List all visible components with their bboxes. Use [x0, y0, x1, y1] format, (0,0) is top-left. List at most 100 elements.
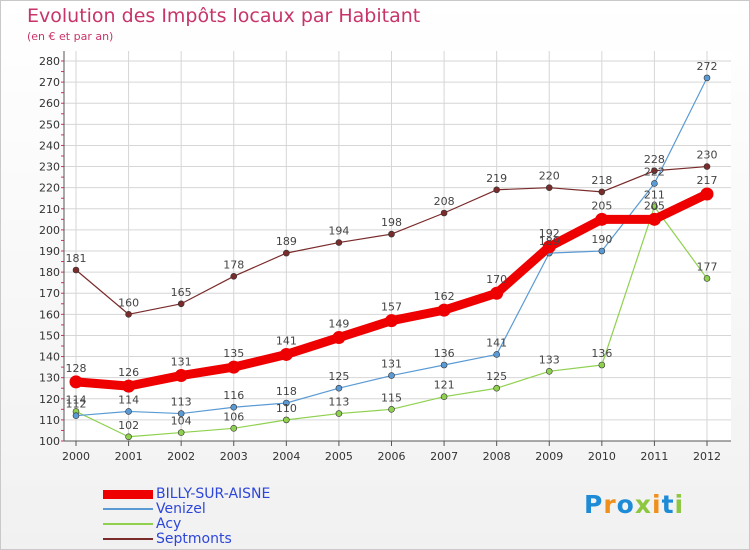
- x-tick-label: 2000: [62, 450, 90, 463]
- data-label-billy-sur-aisne: 217: [697, 174, 718, 187]
- data-label-acy: 106: [223, 410, 244, 423]
- y-tick-label: 270: [39, 76, 60, 89]
- data-point-septmonts: [230, 273, 238, 280]
- y-tick-label: 180: [39, 266, 60, 279]
- data-label-venizel: 112: [66, 398, 87, 411]
- data-label-septmonts: 178: [223, 258, 244, 271]
- data-point-billy-sur-aisne: [227, 360, 241, 374]
- x-tick-label: 2002: [167, 450, 195, 463]
- x-tick-label: 2010: [588, 450, 616, 463]
- data-label-acy: 136: [591, 347, 612, 360]
- data-label-billy-sur-aisne: 141: [276, 334, 297, 347]
- data-label-septmonts: 208: [434, 195, 455, 208]
- y-tick-label: 230: [39, 161, 60, 174]
- y-tick-label: 200: [39, 224, 60, 237]
- y-tick-label: 220: [39, 182, 60, 195]
- data-label-billy-sur-aisne: 170: [486, 273, 507, 286]
- x-tick-label: 2003: [220, 450, 248, 463]
- data-point-billy-sur-aisne: [542, 240, 556, 254]
- legend-label-septmonts: Septmonts: [156, 531, 232, 547]
- y-tick-label: 120: [39, 393, 60, 406]
- data-point-billy-sur-aisne: [490, 286, 504, 300]
- data-label-billy-sur-aisne: 162: [434, 290, 455, 303]
- y-tick-label: 170: [39, 287, 60, 300]
- x-tick-label: 2009: [535, 450, 563, 463]
- data-label-venizel: 131: [381, 358, 402, 371]
- data-point-billy-sur-aisne: [647, 212, 661, 226]
- logo-letter: i: [674, 490, 685, 519]
- x-tick-label: 2006: [378, 450, 406, 463]
- x-tick-label: 2001: [115, 450, 143, 463]
- data-point-acy: [230, 425, 238, 432]
- data-label-venizel: 114: [118, 393, 139, 406]
- data-point-septmonts: [283, 249, 290, 257]
- data-point-septmonts: [72, 266, 80, 274]
- data-label-venizel: 113: [171, 396, 192, 409]
- data-point-acy: [493, 384, 500, 392]
- data-point-venizel: [440, 361, 448, 369]
- y-tick-label: 110: [39, 414, 60, 427]
- data-label-septmonts: 194: [328, 225, 349, 238]
- legend-label-acy: Acy: [156, 516, 182, 532]
- data-point-acy: [598, 361, 606, 369]
- data-point-venizel: [230, 403, 238, 411]
- data-point-venizel: [651, 180, 658, 187]
- data-point-septmonts: [598, 188, 606, 196]
- data-point-septmonts: [335, 239, 343, 246]
- data-point-billy-sur-aisne: [595, 212, 609, 226]
- data-point-venizel: [703, 74, 711, 82]
- data-point-billy-sur-aisne: [385, 314, 398, 328]
- data-point-septmonts: [177, 300, 185, 308]
- data-label-billy-sur-aisne: 126: [118, 366, 139, 379]
- y-tick-label: 190: [39, 245, 60, 258]
- data-point-billy-sur-aisne: [174, 369, 188, 383]
- logo-letter: P: [584, 490, 604, 519]
- data-point-acy: [335, 410, 343, 417]
- data-point-acy: [388, 406, 395, 413]
- y-tick-label: 160: [39, 308, 60, 321]
- x-tick-label: 2011: [640, 450, 668, 463]
- data-point-acy: [125, 433, 132, 441]
- data-label-venizel: 125: [328, 370, 349, 383]
- data-point-venizel: [388, 372, 395, 379]
- legend-swatch-billy-sur-aisne: [103, 490, 153, 499]
- data-label-billy-sur-aisne: 157: [381, 301, 402, 314]
- data-point-venizel: [283, 399, 290, 407]
- data-label-septmonts: 189: [276, 235, 297, 248]
- data-point-septmonts: [440, 209, 448, 217]
- series-group: [69, 74, 714, 441]
- data-point-billy-sur-aisne: [69, 375, 83, 389]
- logo-letter: i: [652, 490, 662, 519]
- y-tick-label: 130: [39, 372, 60, 385]
- x-tick-label: 2008: [483, 450, 511, 463]
- logo-letter: r: [603, 490, 617, 519]
- proxiti-logo: Proxiti: [584, 490, 684, 519]
- data-label-acy: 115: [381, 391, 402, 404]
- y-tick-label: 260: [39, 97, 60, 110]
- data-label-septmonts: 165: [171, 286, 192, 299]
- data-point-billy-sur-aisne: [122, 379, 136, 393]
- data-point-venizel: [177, 410, 185, 417]
- data-label-acy: 125: [486, 370, 507, 383]
- data-label-acy: 110: [276, 402, 297, 415]
- data-point-billy-sur-aisne: [700, 187, 714, 201]
- data-point-venizel: [335, 384, 343, 392]
- legend-swatch-venizel: [103, 508, 153, 510]
- y-tick-label: 140: [39, 351, 60, 364]
- data-label-venizel: 190: [591, 233, 612, 246]
- data-point-billy-sur-aisne: [437, 303, 451, 317]
- logo-letter: t: [661, 490, 675, 519]
- data-label-billy-sur-aisne: 149: [328, 318, 349, 331]
- data-label-billy-sur-aisne: 205: [644, 199, 665, 212]
- data-label-acy: 102: [118, 419, 139, 432]
- data-point-venizel: [72, 412, 80, 419]
- axes: 100 110 120 130 140 150 160 170 180 190 200 210 220 2…: [39, 51, 731, 463]
- legend-label-billy-sur-aisne: BILLY-SUR-AISNE: [156, 486, 271, 502]
- chart-subtitle: (en € et par an): [27, 30, 114, 43]
- y-tick-label: 210: [39, 203, 60, 216]
- data-point-acy: [440, 393, 448, 400]
- data-label-septmonts: 228: [644, 153, 665, 166]
- data-point-septmonts: [125, 311, 132, 318]
- x-tick-label: 2012: [693, 450, 721, 463]
